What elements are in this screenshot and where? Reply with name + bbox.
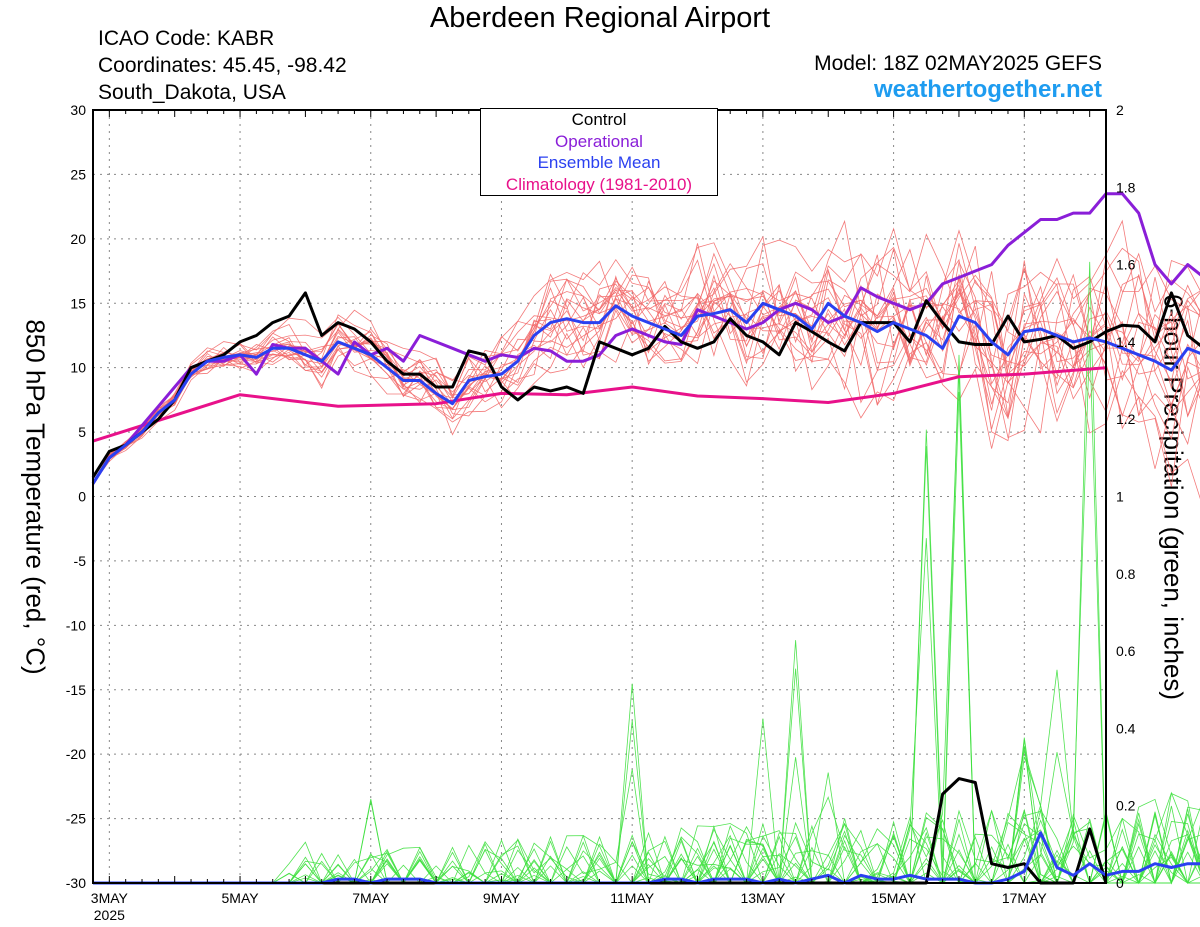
y-tick-left: 10: [70, 360, 86, 376]
precip-member-line: [93, 391, 1200, 884]
legend: Control Operational Ensemble Mean Climat…: [480, 108, 718, 196]
x-tick-year: 2025: [94, 907, 125, 923]
location: South_Dakota, USA: [98, 81, 286, 104]
x-tick-label: 5MAY: [222, 890, 260, 906]
x-tick-label: 11MAY: [610, 890, 654, 906]
icao-code: ICAO Code: KABR: [98, 27, 275, 50]
series-line-climatology-1981-2010: [92, 366, 1107, 443]
temp-member-line: [92, 260, 1200, 484]
temp-member-line: [92, 262, 1200, 485]
y-tick-right: 1.8: [1116, 179, 1136, 195]
y-tick-left: 5: [78, 424, 86, 440]
temp-member-line: [92, 274, 1200, 500]
y-tick-left: 20: [70, 231, 86, 247]
y-tick-right: 1.6: [1116, 257, 1136, 273]
coordinates: Coordinates: 45.45, -98.42: [98, 54, 347, 77]
x-tick-label: 15MAY: [871, 890, 917, 906]
legend-operational: Operational: [555, 131, 643, 151]
x-tick-label: 13MAY: [740, 890, 786, 906]
y-tick-right: 1.4: [1116, 334, 1136, 350]
y-tick-right: 2: [1116, 102, 1124, 118]
temp-member-line: [92, 266, 1200, 485]
x-tick-label: 9MAY: [483, 890, 521, 906]
temp-member-line: [92, 248, 1200, 484]
series-line-control: [91, 291, 1200, 479]
legend-climatology: Climatology (1981-2010): [505, 174, 693, 194]
y-tick-right: 0.4: [1116, 720, 1136, 736]
y-tick-left: 30: [70, 102, 86, 118]
x-tick-label: 7MAY: [352, 890, 390, 906]
y-tick-left: -20: [66, 746, 86, 762]
y-tick-left: -25: [66, 811, 86, 827]
y-tick-right: 0.8: [1116, 566, 1136, 582]
y-tick-right: 1: [1116, 489, 1124, 505]
temp-member-line: [92, 239, 1200, 484]
y-tick-right: 0: [1116, 875, 1124, 891]
precip-member-line: [93, 446, 1200, 885]
y-tick-right: 0.2: [1116, 798, 1136, 814]
legend-ensemble-mean: Ensemble Mean: [537, 153, 661, 172]
legend-control: Control: [571, 110, 627, 129]
y-tick-left: -5: [74, 553, 87, 569]
precip-member-line: [93, 429, 1200, 885]
y-tick-left: 0: [78, 489, 86, 505]
y-tick-left: -15: [66, 682, 86, 698]
y-tick-left: 15: [70, 295, 86, 311]
series-line-ensemble-mean: [91, 301, 1200, 485]
temp-member-line: [92, 233, 1200, 484]
x-tick-label: 3MAY: [91, 890, 129, 906]
y-tick-right: 1.2: [1116, 411, 1136, 427]
model-run: Model: 18Z 02MAY2025 GEFS: [814, 52, 1102, 75]
website-link[interactable]: weathertogether.net: [873, 76, 1102, 103]
y-tick-left: -10: [66, 617, 86, 633]
y-tick-left: 25: [70, 166, 86, 182]
temp-member-line: [92, 243, 1200, 485]
chart-title: Aberdeen Regional Airport: [429, 2, 771, 34]
precip-member-line: [93, 337, 1200, 884]
temp-member-line: [92, 252, 1200, 484]
temp-member-line: [92, 243, 1200, 484]
y-tick-left: -30: [66, 875, 86, 891]
y-tick-right: 0.6: [1116, 643, 1136, 659]
temp-member-line: [92, 262, 1200, 486]
x-tick-label: 17MAY: [1002, 890, 1048, 906]
temp-member-line: [92, 246, 1200, 484]
axes: 302520151050-5-10-15-20-25-3021.81.61.41…: [66, 102, 1136, 923]
